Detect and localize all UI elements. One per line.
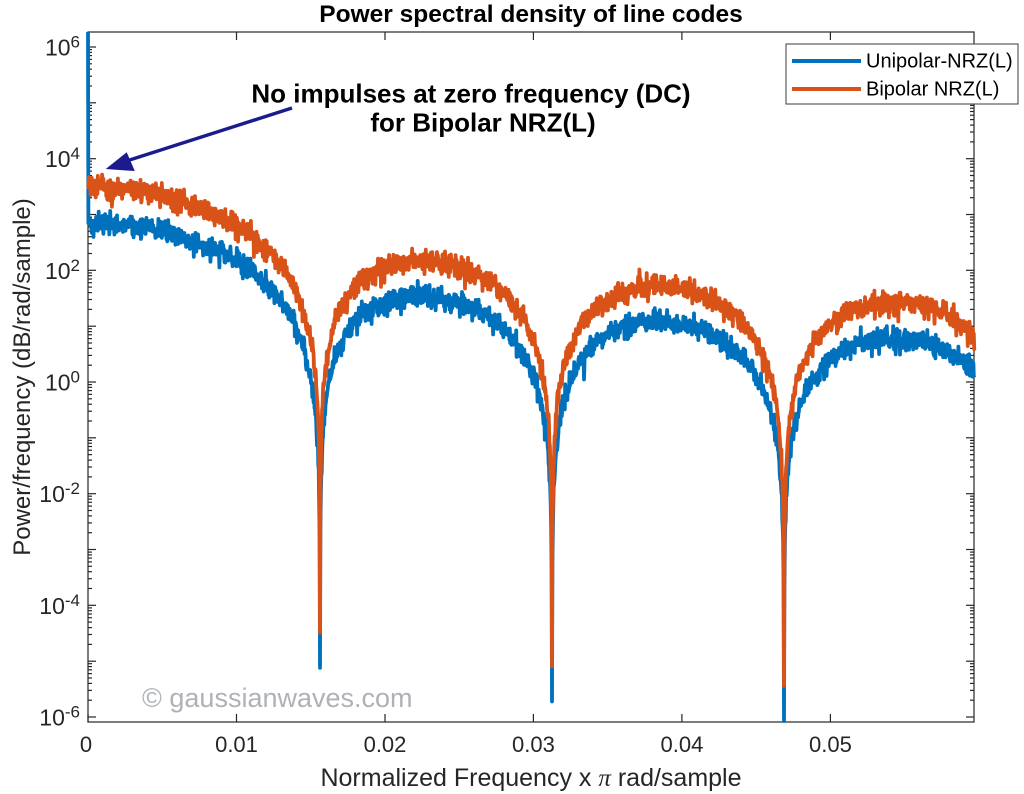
svg-text:Power spectral density of line: Power spectral density of line codes [319, 1, 742, 28]
svg-text:for Bipolar NRZ(L): for Bipolar NRZ(L) [370, 108, 595, 138]
svg-text:100: 100 [45, 368, 80, 396]
svg-text:Bipolar NRZ(L): Bipolar NRZ(L) [866, 79, 999, 101]
svg-text:0: 0 [80, 732, 92, 757]
svg-text:0.01: 0.01 [215, 732, 258, 757]
svg-text:0.03: 0.03 [512, 732, 555, 757]
svg-text:No impulses at zero frequency: No impulses at zero frequency (DC) [251, 79, 690, 109]
svg-text:0.04: 0.04 [660, 732, 703, 757]
svg-text:Unipolar-NRZ(L): Unipolar-NRZ(L) [866, 51, 1013, 73]
svg-text:0.02: 0.02 [364, 732, 407, 757]
svg-text:Power/frequency (dB/rad/sample: Power/frequency (dB/rad/sample) [9, 198, 36, 556]
svg-text:Normalized Frequency x π rad/s: Normalized Frequency x π rad/sample [320, 764, 741, 792]
svg-text:© gaussianwaves.com: © gaussianwaves.com [142, 683, 413, 713]
svg-text:0.05: 0.05 [809, 732, 852, 757]
